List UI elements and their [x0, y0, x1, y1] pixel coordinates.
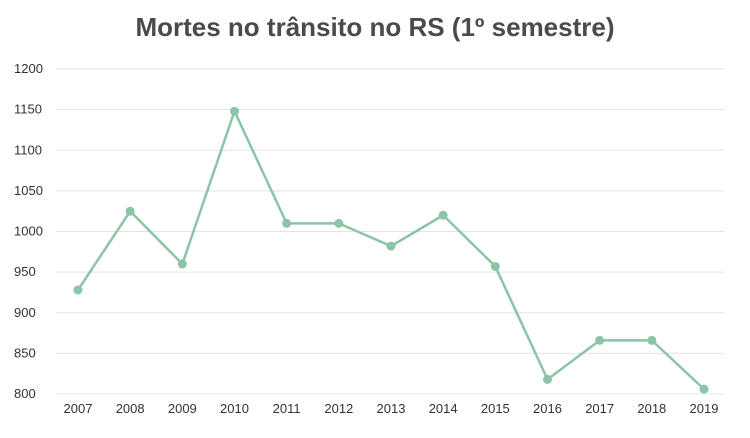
x-tick-label: 2016 — [533, 401, 562, 416]
x-tick-label: 2012 — [324, 401, 353, 416]
data-point — [282, 218, 292, 228]
data-point — [490, 261, 500, 271]
x-tick-label: 2010 — [220, 401, 249, 416]
y-tick-label: 800 — [14, 386, 36, 401]
x-tick-label: 2013 — [377, 401, 406, 416]
x-tick-label: 2008 — [116, 401, 145, 416]
data-point — [595, 335, 605, 345]
x-tick-label: 2017 — [585, 401, 614, 416]
data-point — [386, 241, 396, 251]
data-point — [230, 106, 239, 116]
y-tick-label: 1100 — [14, 142, 42, 157]
data-point — [699, 384, 709, 394]
chart-title: Mortes no trânsito no RS (1º semestre) — [135, 12, 615, 42]
data-point — [334, 218, 344, 228]
y-tick-label: 950 — [14, 264, 36, 279]
data-point — [647, 335, 657, 345]
y-tick-label: 1200 — [14, 61, 43, 76]
y-tick-label: 1050 — [14, 183, 43, 198]
data-point — [438, 210, 448, 220]
x-tick-label: 2007 — [64, 401, 93, 416]
data-point — [73, 285, 83, 295]
x-tick-label: 2014 — [429, 401, 458, 416]
y-tick-label: 900 — [14, 305, 36, 320]
data-point — [125, 206, 135, 216]
y-tick-label: 1000 — [14, 224, 43, 239]
data-point — [543, 374, 552, 384]
x-tick-label: 2019 — [690, 401, 719, 416]
x-tick-label: 2018 — [637, 401, 666, 416]
data-point — [177, 259, 187, 269]
x-tick-label: 2009 — [168, 401, 197, 416]
x-tick-label: 2011 — [273, 401, 301, 416]
x-tick-label: 2015 — [481, 401, 510, 416]
y-tick-label: 1150 — [14, 102, 42, 117]
y-tick-label: 850 — [14, 345, 36, 360]
